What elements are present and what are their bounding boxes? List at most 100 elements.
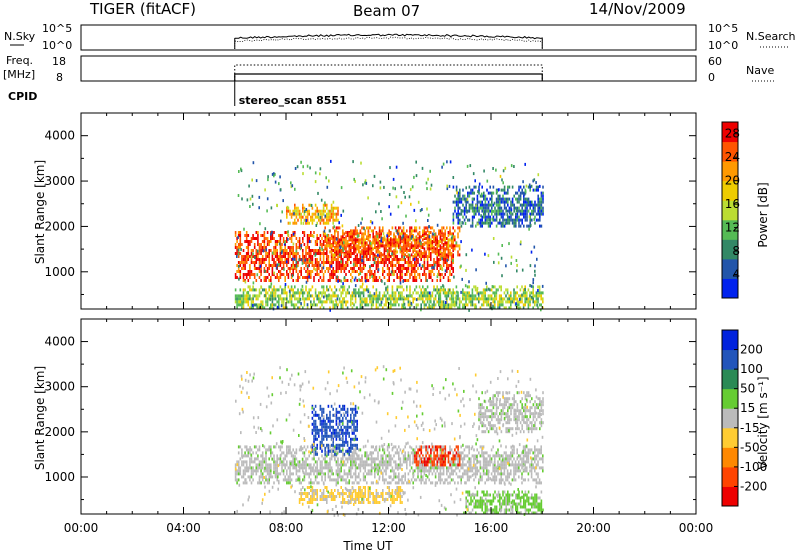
echo-cell <box>332 244 334 248</box>
echo-cell <box>266 463 269 467</box>
echo-cell <box>335 300 338 304</box>
echo-cell <box>242 258 245 261</box>
echo-cell <box>415 306 418 310</box>
echo-cell <box>447 276 450 279</box>
echo-cell <box>434 252 437 255</box>
echo-cell <box>350 273 352 276</box>
echo-cell <box>295 291 298 295</box>
echo-cell <box>337 258 339 261</box>
echo-cell <box>497 303 499 307</box>
echo-speckle <box>493 201 496 205</box>
echo-cell <box>508 300 510 304</box>
echo-cell <box>374 246 376 249</box>
echo-cell <box>250 300 253 304</box>
echo-cell <box>450 303 453 307</box>
echo-cell <box>470 463 472 467</box>
echo-cell <box>366 472 368 476</box>
echo-cell <box>274 294 277 298</box>
echo-cell <box>278 240 280 243</box>
echo-cell <box>426 241 429 245</box>
echo-cell <box>515 191 517 195</box>
echo-cell <box>441 252 443 255</box>
echo-cell <box>383 246 386 249</box>
echo-speckle <box>360 221 362 225</box>
echo-cell <box>311 270 314 273</box>
echo-cell <box>540 194 543 198</box>
echo-speckle <box>292 294 294 298</box>
echo-cell <box>314 291 317 295</box>
echo-speckle <box>322 266 325 270</box>
echo-cell <box>383 255 386 258</box>
echo-speckle <box>501 244 503 247</box>
echo-cell <box>297 475 299 479</box>
echo-speckle <box>247 290 249 294</box>
echo-cell <box>442 288 445 292</box>
echo-speckle <box>532 179 534 183</box>
echo-cell <box>452 212 455 216</box>
echo-cell <box>346 234 349 237</box>
echo-cell <box>295 221 298 225</box>
echo-cell <box>318 249 320 252</box>
echo-cell <box>399 273 402 276</box>
echo-speckle <box>241 197 243 201</box>
echo-cell <box>491 200 493 204</box>
echo-cell <box>398 454 400 458</box>
echo-cell <box>410 478 413 482</box>
echo-cell <box>263 261 266 264</box>
echo-cell <box>353 451 355 455</box>
echo-cell <box>406 241 408 245</box>
echo-cell <box>508 215 511 219</box>
echo-cell <box>282 288 285 292</box>
echo-cell <box>346 475 349 479</box>
echo-cell <box>409 246 411 249</box>
echo-cell <box>340 294 342 298</box>
echo-cell <box>466 285 469 289</box>
echo-cell <box>406 273 408 276</box>
echo-cell <box>486 221 488 225</box>
echo-cell <box>394 249 397 252</box>
echo-cell <box>237 478 240 482</box>
echo-cell <box>428 306 430 310</box>
echo-cell <box>462 475 464 479</box>
echo-cell <box>308 288 310 292</box>
echo-cell <box>337 261 339 264</box>
echo-cell <box>458 253 461 257</box>
echo-speckle <box>343 297 345 301</box>
echo-cell <box>286 463 288 467</box>
echo-cell <box>298 243 301 246</box>
echo-cell <box>404 244 406 248</box>
echo-cell <box>455 472 458 476</box>
echo-cell <box>330 237 333 240</box>
echo-cell <box>292 460 294 464</box>
echo-speckle <box>397 205 400 209</box>
echo-cell <box>486 209 488 213</box>
echo-cell <box>361 297 363 301</box>
echo-speckle <box>383 185 385 189</box>
echo-cell <box>350 243 352 246</box>
echo-cell <box>444 241 446 245</box>
echo-cell <box>521 285 523 289</box>
echo-cell <box>455 212 458 216</box>
echo-cell <box>452 249 454 252</box>
echo-cell <box>263 306 266 310</box>
echo-cell <box>329 267 331 270</box>
echo-cell <box>404 472 406 476</box>
echo-cell <box>335 481 338 485</box>
echo-cell <box>462 303 464 307</box>
echo-cell <box>332 221 334 225</box>
echo-cell <box>268 249 270 252</box>
echo-cell <box>326 241 328 245</box>
echo-cell <box>399 285 402 289</box>
echo-cell <box>319 469 322 473</box>
echo-cell <box>414 267 416 270</box>
echo-cell <box>330 212 333 216</box>
echo-cell <box>290 234 293 237</box>
echo-speckle <box>378 202 380 206</box>
echo-cell <box>478 469 480 473</box>
echo-cell <box>378 246 381 249</box>
echo-speckle <box>475 305 477 309</box>
echo-cell <box>385 472 387 476</box>
echo-cell <box>401 270 403 273</box>
echo-cell <box>452 303 454 307</box>
echo-cell <box>369 235 371 239</box>
